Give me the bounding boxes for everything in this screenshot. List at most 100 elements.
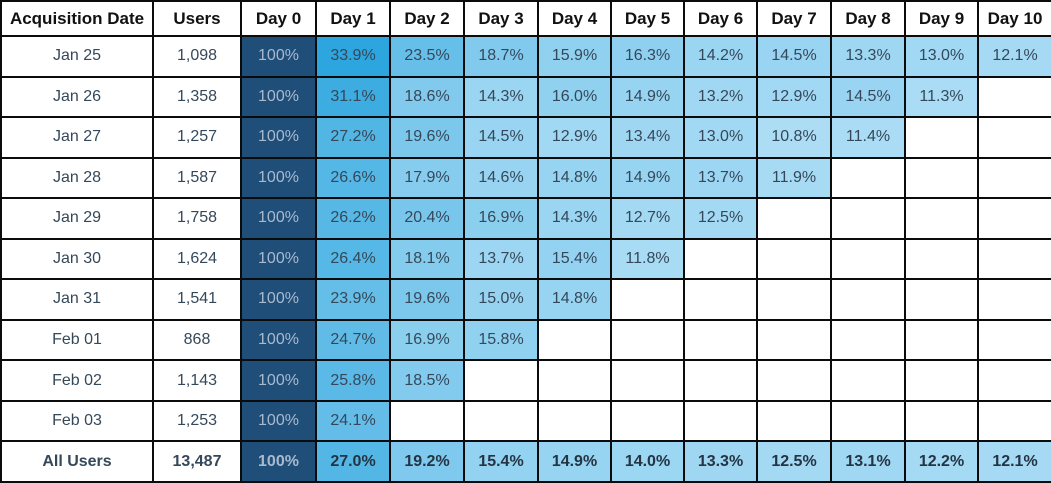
- retention-cell-day-7: 10.8%: [756, 116, 832, 159]
- column-header-day-7: Day 7: [756, 0, 832, 37]
- retention-cell-day-6: 12.5%: [683, 197, 758, 240]
- retention-cell-day-4: 14.3%: [537, 197, 612, 240]
- users-count-cell: 868: [152, 318, 242, 362]
- retention-cell-day-8: [830, 399, 906, 443]
- retention-cell-day-6: 13.0%: [683, 116, 758, 159]
- retention-cell-day-7: [756, 278, 832, 321]
- retention-cell-day-1: 27.0%: [315, 440, 391, 483]
- retention-cell-day-7: 11.9%: [756, 156, 832, 200]
- table-row: Jan 31 1,541 100% 23.9% 19.6% 15.0% 14.8%: [0, 278, 1051, 321]
- retention-cell-day-8: 13.1%: [830, 440, 906, 483]
- table-row: Jan 28 1,587 100% 26.6% 17.9% 14.6% 14.8% 14.9%…: [0, 156, 1051, 200]
- retention-cell-day-7: [756, 237, 832, 281]
- retention-cell-day-4: [537, 399, 612, 443]
- retention-cell-day-8: [830, 156, 906, 200]
- retention-cell-day-1: 27.2%: [315, 116, 391, 159]
- retention-cell-day-6: [683, 237, 758, 281]
- retention-cell-day-5: [610, 318, 685, 362]
- retention-cell-day-4: 12.9%: [537, 116, 612, 159]
- retention-cell-day-5: [610, 359, 685, 402]
- column-header-day-0: Day 0: [240, 0, 317, 37]
- retention-cell-day-2: 19.6%: [389, 116, 465, 159]
- retention-cell-day-10: 12.1%: [977, 35, 1051, 78]
- retention-cell-day-8: 13.3%: [830, 35, 906, 78]
- retention-cell-day-0: 100%: [240, 399, 317, 443]
- retention-cell-day-4: 14.8%: [537, 156, 612, 200]
- retention-cell-day-1: 26.2%: [315, 197, 391, 240]
- retention-cell-day-2: 18.6%: [389, 75, 465, 119]
- retention-cell-day-2: 19.6%: [389, 278, 465, 321]
- retention-cell-day-7: 12.9%: [756, 75, 832, 119]
- retention-cell-day-2: 17.9%: [389, 156, 465, 200]
- retention-cell-day-8: [830, 359, 906, 402]
- retention-cell-day-7: [756, 399, 832, 443]
- retention-cell-day-4: 16.0%: [537, 75, 612, 119]
- table-row: Feb 02 1,143 100% 25.8% 18.5%: [0, 359, 1051, 402]
- acquisition-date-cell: Jan 29: [0, 197, 154, 240]
- retention-cell-day-10: [977, 278, 1051, 321]
- retention-cell-day-1: 33.9%: [315, 35, 391, 78]
- retention-cell-day-7: [756, 359, 832, 402]
- users-count-cell: 1,541: [152, 278, 242, 321]
- users-count-cell: 1,098: [152, 35, 242, 78]
- acquisition-date-cell: Jan 31: [0, 278, 154, 321]
- retention-cell-day-6: 13.7%: [683, 156, 758, 200]
- retention-cell-day-6: 14.2%: [683, 35, 758, 78]
- column-header-day-5: Day 5: [610, 0, 685, 37]
- retention-cell-day-9: [904, 197, 979, 240]
- retention-cell-day-0: 100%: [240, 35, 317, 78]
- acquisition-date-cell: Feb 01: [0, 318, 154, 362]
- retention-cell-day-10: [977, 197, 1051, 240]
- retention-cell-day-9: [904, 359, 979, 402]
- users-count-cell: 1,624: [152, 237, 242, 281]
- retention-cell-day-4: [537, 318, 612, 362]
- retention-cell-day-2: 16.9%: [389, 318, 465, 362]
- retention-cell-day-3: 16.9%: [463, 197, 539, 240]
- retention-cell-day-0: 100%: [240, 359, 317, 402]
- column-header-day-6: Day 6: [683, 0, 758, 37]
- table-row: Jan 26 1,358 100% 31.1% 18.6% 14.3% 16.0% 14.9%…: [0, 75, 1051, 119]
- users-count-cell: 13,487: [152, 440, 242, 483]
- table-row: Jan 29 1,758 100% 26.2% 20.4% 16.9% 14.3% 12.7%…: [0, 197, 1051, 240]
- users-count-cell: 1,358: [152, 75, 242, 119]
- retention-cell-day-6: [683, 359, 758, 402]
- column-header-users: Users: [152, 0, 242, 37]
- retention-cell-day-10: [977, 318, 1051, 362]
- acquisition-date-cell: Feb 02: [0, 359, 154, 402]
- retention-cell-day-7: [756, 197, 832, 240]
- retention-cell-day-6: 13.3%: [683, 440, 758, 483]
- acquisition-date-cell: Jan 25: [0, 35, 154, 78]
- table-header: Acquisition Date Users Day 0 Day 1 Day 2 Day …: [0, 0, 1051, 37]
- column-header-day-8: Day 8: [830, 0, 906, 37]
- retention-cell-day-4: 15.4%: [537, 237, 612, 281]
- retention-cell-day-9: [904, 237, 979, 281]
- retention-cell-day-8: 11.4%: [830, 116, 906, 159]
- retention-cell-day-1: 31.1%: [315, 75, 391, 119]
- retention-cell-day-7: [756, 318, 832, 362]
- users-count-cell: 1,587: [152, 156, 242, 200]
- retention-cell-day-8: [830, 318, 906, 362]
- retention-cell-day-0: 100%: [240, 75, 317, 119]
- acquisition-date-cell: Jan 30: [0, 237, 154, 281]
- retention-cell-day-9: [904, 399, 979, 443]
- retention-cell-day-2: 19.2%: [389, 440, 465, 483]
- acquisition-date-cell: All Users: [0, 440, 154, 483]
- retention-cell-day-10: [977, 156, 1051, 200]
- retention-cell-day-9: 13.0%: [904, 35, 979, 78]
- retention-cell-day-3: 14.6%: [463, 156, 539, 200]
- retention-cell-day-8: 14.5%: [830, 75, 906, 119]
- retention-cell-day-2: 20.4%: [389, 197, 465, 240]
- retention-cell-day-9: [904, 116, 979, 159]
- table-row: Feb 01 868 100% 24.7% 16.9% 15.8%: [0, 318, 1051, 362]
- retention-cell-day-8: [830, 197, 906, 240]
- retention-cell-day-5: 16.3%: [610, 35, 685, 78]
- retention-cell-day-5: 14.0%: [610, 440, 685, 483]
- retention-cell-day-9: 12.2%: [904, 440, 979, 483]
- retention-cell-day-0: 100%: [240, 156, 317, 200]
- retention-cell-day-5: [610, 278, 685, 321]
- acquisition-date-cell: Feb 03: [0, 399, 154, 443]
- retention-cell-day-6: [683, 318, 758, 362]
- retention-cell-day-2: [389, 399, 465, 443]
